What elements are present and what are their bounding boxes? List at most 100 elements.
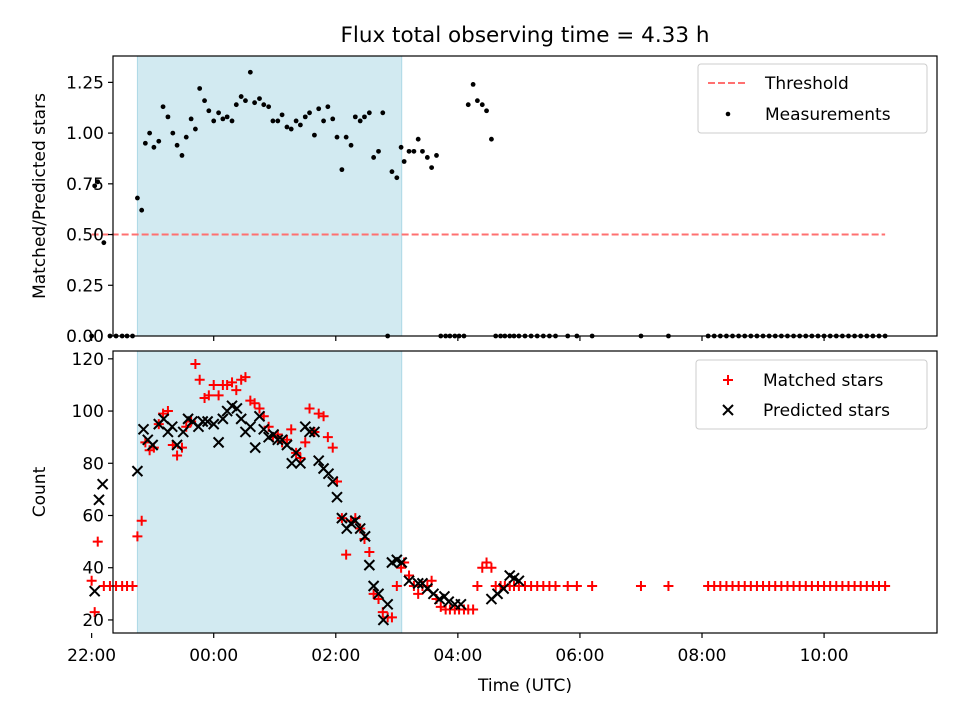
count-legend: Matched stars Predicted stars bbox=[695, 359, 928, 430]
predicted-star-point bbox=[272, 434, 284, 446]
measurement-point bbox=[312, 132, 317, 138]
predicted-star-point bbox=[308, 426, 321, 438]
measurement-point bbox=[174, 142, 180, 148]
measurement-point bbox=[343, 134, 349, 140]
measurement-point bbox=[275, 118, 281, 124]
predicted-star-point bbox=[327, 475, 339, 488]
measurement-point bbox=[474, 98, 480, 104]
measurement-point bbox=[183, 134, 189, 140]
predicted-star-point bbox=[294, 457, 307, 469]
predicted-star-point bbox=[286, 457, 298, 469]
time-x-tick-label: 00:00 bbox=[189, 646, 238, 666]
measurement-point bbox=[420, 148, 425, 154]
predicted-star-point bbox=[208, 418, 220, 430]
measurement-point bbox=[389, 169, 395, 175]
matched-star-point bbox=[550, 581, 561, 591]
ratio-y-tick-label: 0.75 bbox=[66, 175, 104, 195]
matched-star-point bbox=[562, 581, 573, 591]
legend-measurements-label: Measurements bbox=[765, 105, 891, 125]
matched-star-point bbox=[227, 377, 238, 388]
predicted-star-point bbox=[96, 478, 109, 490]
matched-star-point bbox=[249, 398, 260, 409]
measurement-point bbox=[339, 167, 345, 173]
matched-star-point bbox=[300, 437, 311, 448]
predicted-star-point bbox=[322, 468, 335, 480]
predicted-star-point bbox=[354, 522, 366, 535]
measurement-point bbox=[252, 100, 258, 106]
matched-star-point bbox=[127, 581, 138, 591]
predicted-star-point bbox=[331, 491, 343, 503]
predicted-star-point bbox=[201, 415, 214, 428]
measurement-point bbox=[170, 130, 176, 136]
ratio-y-tick-label: 0.25 bbox=[66, 276, 104, 296]
measurement-point bbox=[233, 102, 239, 108]
matched-star-point bbox=[172, 450, 183, 461]
measurement-point bbox=[211, 118, 217, 124]
predicted-stars-series bbox=[88, 400, 525, 626]
measurement-point bbox=[139, 207, 145, 213]
count-y-tick-label: 40 bbox=[82, 559, 104, 579]
measurement-point bbox=[284, 124, 290, 130]
matched-star-point bbox=[208, 379, 219, 390]
predicted-star-point bbox=[412, 577, 424, 590]
measurement-point bbox=[288, 126, 294, 132]
ratio-plot-frame bbox=[112, 55, 938, 337]
measurement-point bbox=[216, 110, 221, 116]
predicted-star-point bbox=[166, 421, 178, 433]
predicted-star-point bbox=[497, 582, 510, 595]
matched-star-point bbox=[240, 372, 251, 383]
predicted-star-point bbox=[367, 580, 380, 592]
matched-star-point bbox=[571, 581, 582, 591]
predicted-star-point bbox=[281, 439, 293, 451]
matched-star-point bbox=[89, 607, 100, 618]
measurement-point bbox=[411, 148, 417, 154]
chart-title: Flux total observing time = 4.33 h bbox=[341, 23, 710, 48]
matched-star-point bbox=[194, 374, 205, 385]
matched-star-point bbox=[413, 588, 424, 599]
predicted-star-point bbox=[217, 413, 229, 425]
predicted-star-point bbox=[235, 413, 247, 425]
measurement-point bbox=[348, 142, 354, 148]
matched-star-point bbox=[391, 581, 402, 591]
ratio-y-tick-label: 1.25 bbox=[66, 73, 104, 93]
matched-star-point bbox=[408, 581, 419, 591]
matched-star-point bbox=[587, 581, 598, 591]
predicted-star-point bbox=[513, 575, 525, 587]
predicted-star-point bbox=[146, 439, 159, 451]
legend-measurements-swatch bbox=[725, 111, 731, 117]
ratio-y-axis: 0.00 0.25 0.50 0.75 1.00 1.25 bbox=[66, 73, 113, 347]
matched-star-point bbox=[368, 588, 379, 599]
ratio-panel: 0.00 0.25 0.50 0.75 1.00 1.25 Matched/Predict… bbox=[30, 55, 938, 347]
predicted-star-point bbox=[336, 512, 348, 524]
measurement-point bbox=[479, 102, 485, 108]
measurement-point bbox=[334, 134, 340, 140]
measurement-point bbox=[202, 98, 207, 104]
time-x-axis: 22:00 00:00 02:00 04:00 06:00 08:00 10:00 bbox=[67, 633, 849, 666]
measurement-point bbox=[147, 130, 153, 136]
measurement-point bbox=[489, 136, 494, 142]
measurement-point bbox=[101, 240, 107, 246]
measurement-point bbox=[243, 98, 248, 104]
measurement-point bbox=[279, 112, 285, 118]
measurement-point bbox=[465, 102, 471, 108]
matched-star-point bbox=[254, 403, 265, 414]
predicted-star-point bbox=[177, 426, 189, 438]
predicted-star-point bbox=[442, 595, 455, 608]
time-x-tick-label: 08:00 bbox=[678, 646, 727, 666]
measurement-point bbox=[366, 110, 372, 116]
measurement-point bbox=[188, 116, 194, 122]
ratio-legend-box bbox=[697, 63, 928, 134]
ratio-y-tick-label: 0.50 bbox=[66, 226, 104, 246]
measurement-point bbox=[151, 144, 157, 150]
measurement-point bbox=[429, 165, 435, 170]
measurement-point bbox=[398, 144, 404, 150]
predicted-star-point bbox=[231, 402, 243, 415]
legend-predicted-label: Predicted stars bbox=[763, 401, 890, 421]
legend-threshold-label: Threshold bbox=[764, 74, 849, 94]
matched-star-point bbox=[213, 390, 224, 401]
predicted-star-point bbox=[253, 410, 266, 422]
matched-star-point bbox=[327, 442, 338, 453]
measurement-point bbox=[160, 104, 166, 110]
matched-star-point bbox=[318, 411, 329, 422]
measurement-point bbox=[270, 118, 276, 124]
